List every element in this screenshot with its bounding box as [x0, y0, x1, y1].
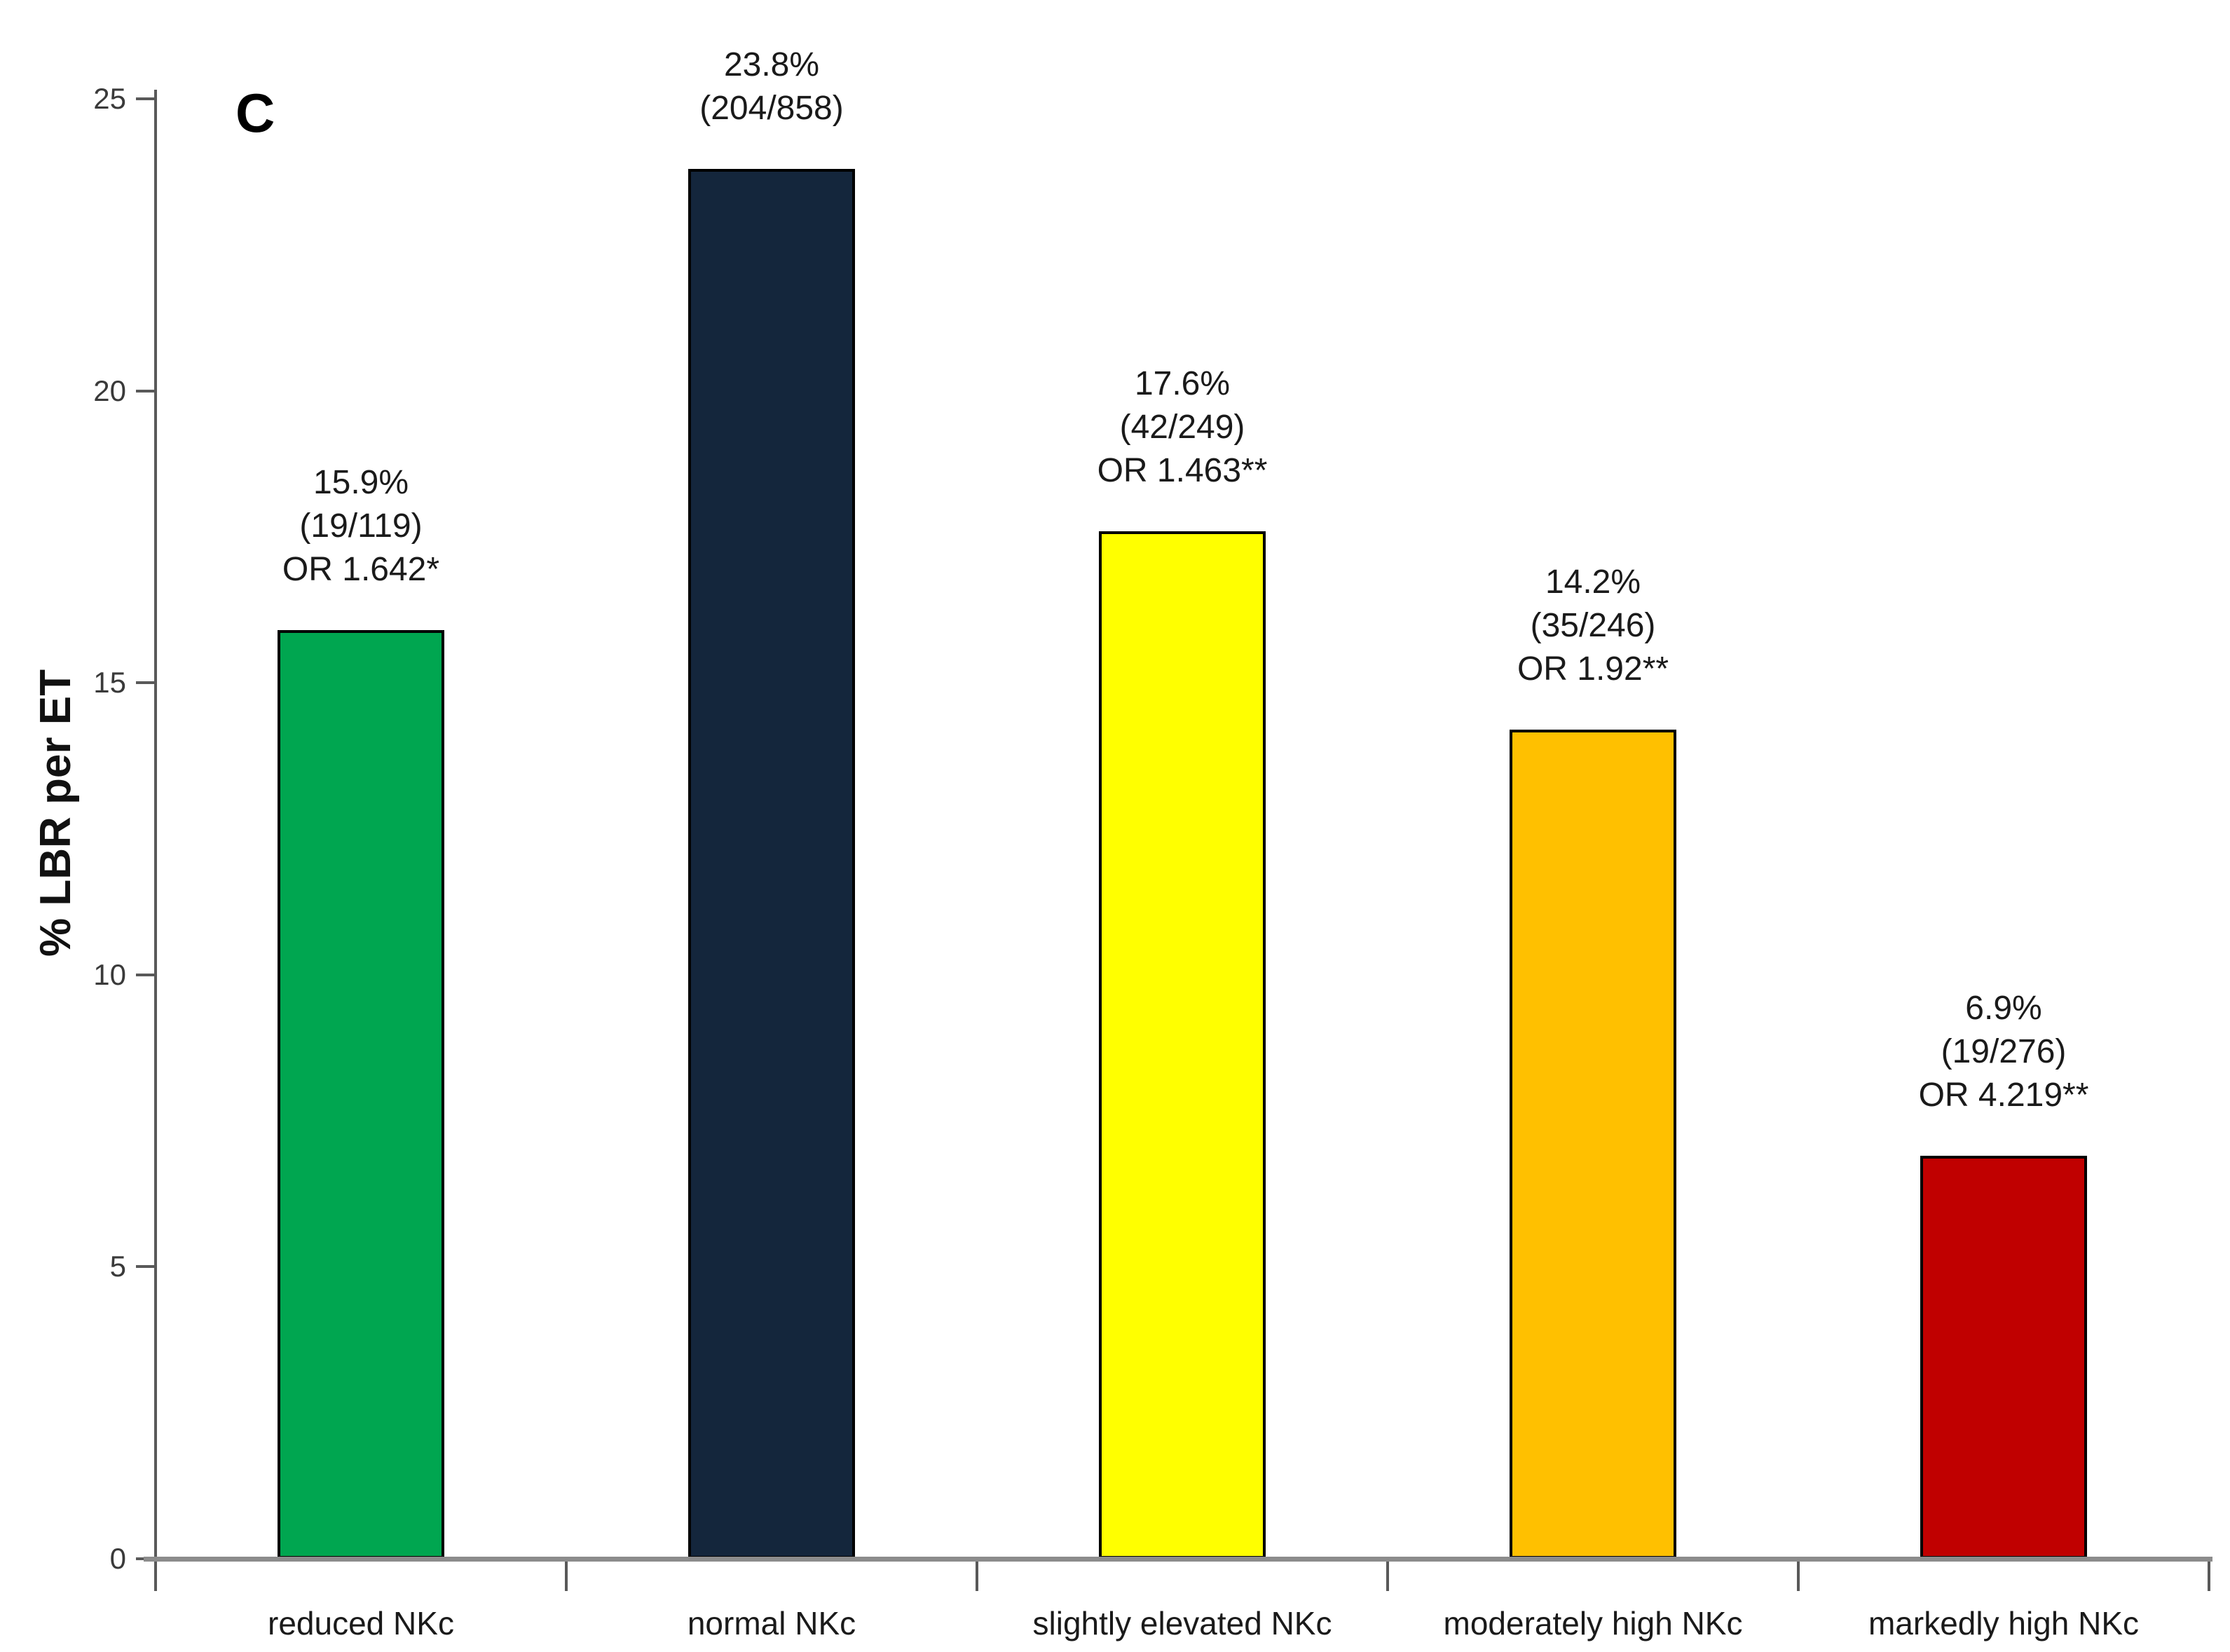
bar-value-label-line: (19/276) [1941, 1033, 2067, 1071]
bar-1 [278, 630, 444, 1559]
bar-value-label-line: OR 1.463** [1097, 451, 1268, 489]
x-axis-category-label: normal NKc [687, 1605, 856, 1641]
x-axis-category-label: markedly high NKc [1868, 1605, 2140, 1641]
y-axis-tick-label: 15 [93, 666, 126, 699]
bar-value-label-line: 17.6% [1134, 364, 1231, 402]
bar-value-label-line: (35/246) [1530, 606, 1656, 644]
y-axis-tick-label: 0 [109, 1542, 126, 1575]
bar-value-label-line: (19/119) [299, 507, 423, 545]
bar-value-label-line: 6.9% [1965, 990, 2042, 1028]
x-axis-tick [976, 1562, 978, 1591]
x-axis-category-label: reduced NKc [268, 1605, 454, 1641]
y-axis-tick [136, 681, 154, 685]
bar-value-label: 23.8% (204/858) [566, 43, 977, 130]
x-axis-tick [1797, 1562, 1800, 1591]
bar-value-label-line: (42/249) [1119, 408, 1245, 446]
panel-letter-label: C [235, 82, 275, 144]
bar-value-label: 6.9% (19/276) OR 4.219** [1798, 987, 2209, 1117]
bar-value-label-line: 14.2% [1545, 563, 1641, 601]
y-axis-tick-label: 20 [93, 374, 126, 407]
bar-value-label-line: OR 1.92** [1517, 650, 1669, 688]
x-axis-category-label: slightly elevated NKc [1032, 1605, 1332, 1641]
bar-value-label: 15.9% (19/119) OR 1.642* [156, 461, 566, 592]
x-axis-category-label: moderately high NKc [1443, 1605, 1743, 1641]
x-axis-tick [1386, 1562, 1389, 1591]
bar-value-label-line: OR 1.642* [282, 551, 440, 589]
y-axis-tick [136, 973, 154, 976]
x-axis-line [144, 1557, 2212, 1562]
bar-4 [1510, 729, 1676, 1559]
bar-value-label: 14.2% (35/246) OR 1.92** [1388, 561, 1798, 691]
x-axis-tick [565, 1562, 568, 1591]
y-axis-tick-label: 25 [93, 82, 126, 115]
y-axis-tick-label: 10 [93, 957, 126, 991]
x-axis-tick [2208, 1562, 2210, 1591]
bar-5 [1920, 1156, 2087, 1559]
bar-value-label-line: 15.9% [313, 464, 409, 502]
y-axis-tick-label: 5 [109, 1250, 126, 1283]
bar-value-label-line: 23.8% [723, 46, 820, 83]
y-axis-tick [136, 389, 154, 392]
bar-2 [688, 168, 855, 1559]
y-axis-line [154, 90, 157, 1591]
bar-value-label-line: (204/858) [699, 89, 844, 127]
bar-value-label: 17.6% (42/249) OR 1.463** [977, 362, 1388, 493]
bar-value-label-line: OR 4.219** [1918, 1077, 2089, 1114]
bar-3 [1099, 531, 1266, 1559]
y-axis-tick [136, 97, 154, 100]
y-axis-tick [136, 1265, 154, 1269]
